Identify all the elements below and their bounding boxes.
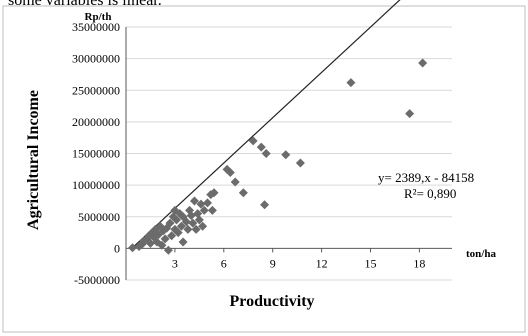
y-tick-label: 20000000 — [72, 115, 120, 129]
y-tick-label: 0 — [114, 241, 120, 255]
x-tick-label: 18 — [413, 256, 425, 270]
data-point — [261, 149, 271, 158]
data-point — [418, 58, 428, 68]
x-tick-label: 15 — [365, 256, 377, 270]
data-point — [163, 245, 173, 255]
y-tick-label: 25000000 — [72, 83, 120, 97]
data-point — [160, 234, 170, 244]
caption-text: some variables is linear. — [8, 0, 162, 9]
data-point — [145, 238, 155, 248]
data-point — [178, 237, 188, 247]
data-point — [256, 142, 266, 152]
r-squared-label: R²= 0,890 — [404, 186, 456, 201]
data-point — [199, 205, 209, 215]
data-point — [207, 205, 217, 215]
x-axis-title: Productivity — [229, 293, 314, 310]
data-point — [346, 78, 356, 88]
data-point — [172, 215, 182, 225]
data-point — [173, 228, 183, 238]
y-tick-label: 5000000 — [78, 210, 120, 224]
data-point — [165, 218, 175, 228]
y-tick-label: 30000000 — [72, 52, 120, 66]
data-point — [157, 240, 167, 250]
data-point — [196, 199, 206, 209]
data-point — [189, 196, 199, 206]
y-tick-label: 10000000 — [72, 178, 120, 192]
trendline-layer — [133, 0, 401, 247]
axes — [125, 27, 452, 280]
data-points — [128, 58, 428, 255]
data-point — [405, 109, 415, 119]
data-point — [186, 210, 196, 220]
y-tick-label: 35000000 — [72, 20, 120, 34]
data-point — [295, 158, 305, 168]
grid-lines — [126, 26, 452, 281]
trendline — [133, 0, 401, 247]
data-point — [209, 188, 219, 198]
y-tick-label: 15000000 — [72, 147, 120, 161]
data-point — [198, 221, 208, 231]
data-point — [203, 198, 212, 208]
data-point — [128, 243, 138, 253]
data-point — [238, 188, 248, 198]
x-unit-label: ton/ha — [466, 248, 496, 260]
data-point — [183, 224, 193, 234]
data-point — [248, 136, 258, 146]
y-tick-labels: -5000000 0 5000000 10000000 15000000 20000000… — [72, 20, 120, 287]
data-point — [181, 217, 191, 227]
chart-border — [2, 5, 526, 333]
data-point — [260, 200, 270, 210]
data-point — [193, 209, 203, 219]
data-point — [230, 177, 240, 187]
y-unit-label: Rp/th — [85, 11, 112, 23]
data-point — [176, 221, 186, 231]
x-tick-labels: 3 6 9 12 15 18 — [172, 256, 426, 270]
x-tick-label: 9 — [270, 256, 276, 270]
data-point — [188, 218, 198, 228]
data-point — [194, 215, 204, 225]
trendline-equation: y= 2389,x - 84158 — [378, 170, 474, 185]
data-point — [225, 167, 235, 177]
data-point — [167, 231, 177, 241]
y-tick-label: -5000000 — [74, 273, 120, 287]
data-point — [281, 150, 291, 160]
x-tick-label: 6 — [221, 256, 227, 270]
x-tick-label: 3 — [172, 256, 178, 270]
y-axis-title: Agricultural Income — [25, 90, 42, 230]
x-tick-label: 12 — [316, 256, 328, 270]
data-point — [191, 224, 201, 234]
